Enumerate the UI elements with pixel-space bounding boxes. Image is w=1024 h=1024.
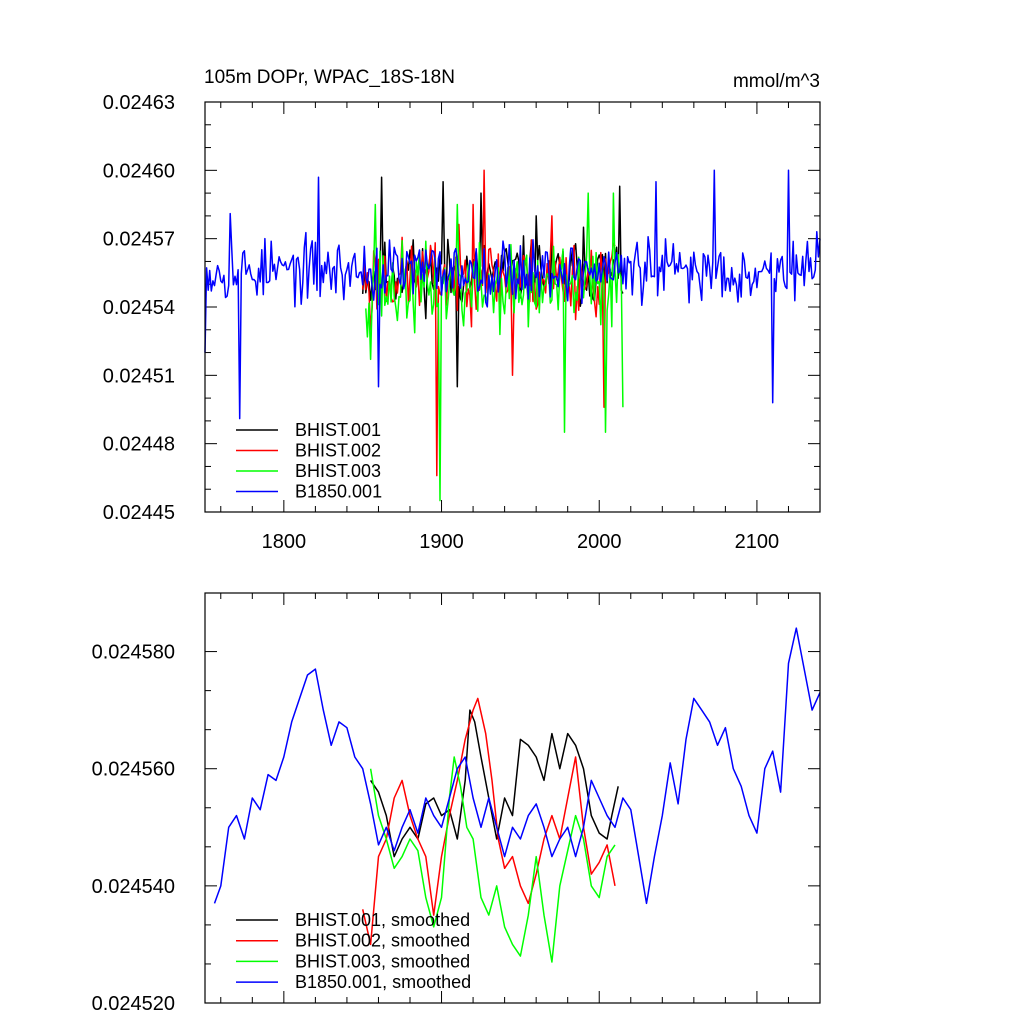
series-line-4 <box>213 627 821 905</box>
legend-label: BHIST.002, smoothed <box>295 931 470 951</box>
x-tick-label: 1800 <box>262 531 307 553</box>
x-tick-label: 1900 <box>419 531 464 553</box>
y-tick-label: 0.02457 <box>103 229 175 251</box>
y-tick-label: 0.02454 <box>103 297 175 319</box>
series-line-3 <box>369 756 616 963</box>
y-tick-label: 0.024560 <box>92 759 175 781</box>
y-tick-label: 0.02451 <box>103 365 175 387</box>
top-x-axis: 1800 1900 2000 2100 <box>220 102 821 553</box>
top-y-axis: 0.02445 0.02448 0.02451 0.02454 0.02457 0.024… <box>103 92 820 524</box>
x-tick-label: 2100 <box>735 531 780 553</box>
legend-label: B1850.001, smoothed <box>295 972 471 992</box>
y-tick-label: 0.02460 <box>103 160 175 182</box>
series-line-2 <box>361 697 616 946</box>
top-series-layer <box>204 169 821 502</box>
legend-label: B1850.001 <box>295 482 382 502</box>
top-panel-units: mmol/m^3 <box>733 71 820 92</box>
y-tick-label: 0.024580 <box>92 642 175 664</box>
y-tick-label: 0.02463 <box>103 92 175 114</box>
series-line-2 <box>361 169 616 477</box>
legend-label: BHIST.003 <box>295 461 381 481</box>
bottom-panel: 0.024520 0.024540 0.024560 0.024580 BHIST.0… <box>92 592 821 1015</box>
y-tick-label: 0.02448 <box>103 434 175 456</box>
bottom-plot-frame <box>204 592 821 1004</box>
top-panel: 105m DOPr, WPAC_18S-18N mmol/m^3 0.02445… <box>103 67 821 553</box>
x-tick-label: 2000 <box>577 531 622 553</box>
y-tick-label: 0.02445 <box>103 502 175 524</box>
series-line-3 <box>365 192 624 502</box>
series-line-4 <box>204 169 821 420</box>
series-line-1 <box>369 709 619 858</box>
legend-label: BHIST.003, smoothed <box>295 951 470 971</box>
top-panel-title: 105m DOPr, WPAC_18S-18N <box>204 67 455 88</box>
y-tick-label: 0.024540 <box>92 876 175 898</box>
top-plot-frame <box>204 101 821 513</box>
bottom-y-axis: 0.024520 0.024540 0.024560 0.024580 <box>92 642 820 1015</box>
legend-label: BHIST.001, smoothed <box>295 910 470 930</box>
legend-label: BHIST.001 <box>295 420 381 440</box>
legend-label: BHIST.002 <box>295 441 381 461</box>
y-tick-label: 0.024520 <box>92 993 175 1015</box>
bottom-series-layer <box>213 627 821 963</box>
